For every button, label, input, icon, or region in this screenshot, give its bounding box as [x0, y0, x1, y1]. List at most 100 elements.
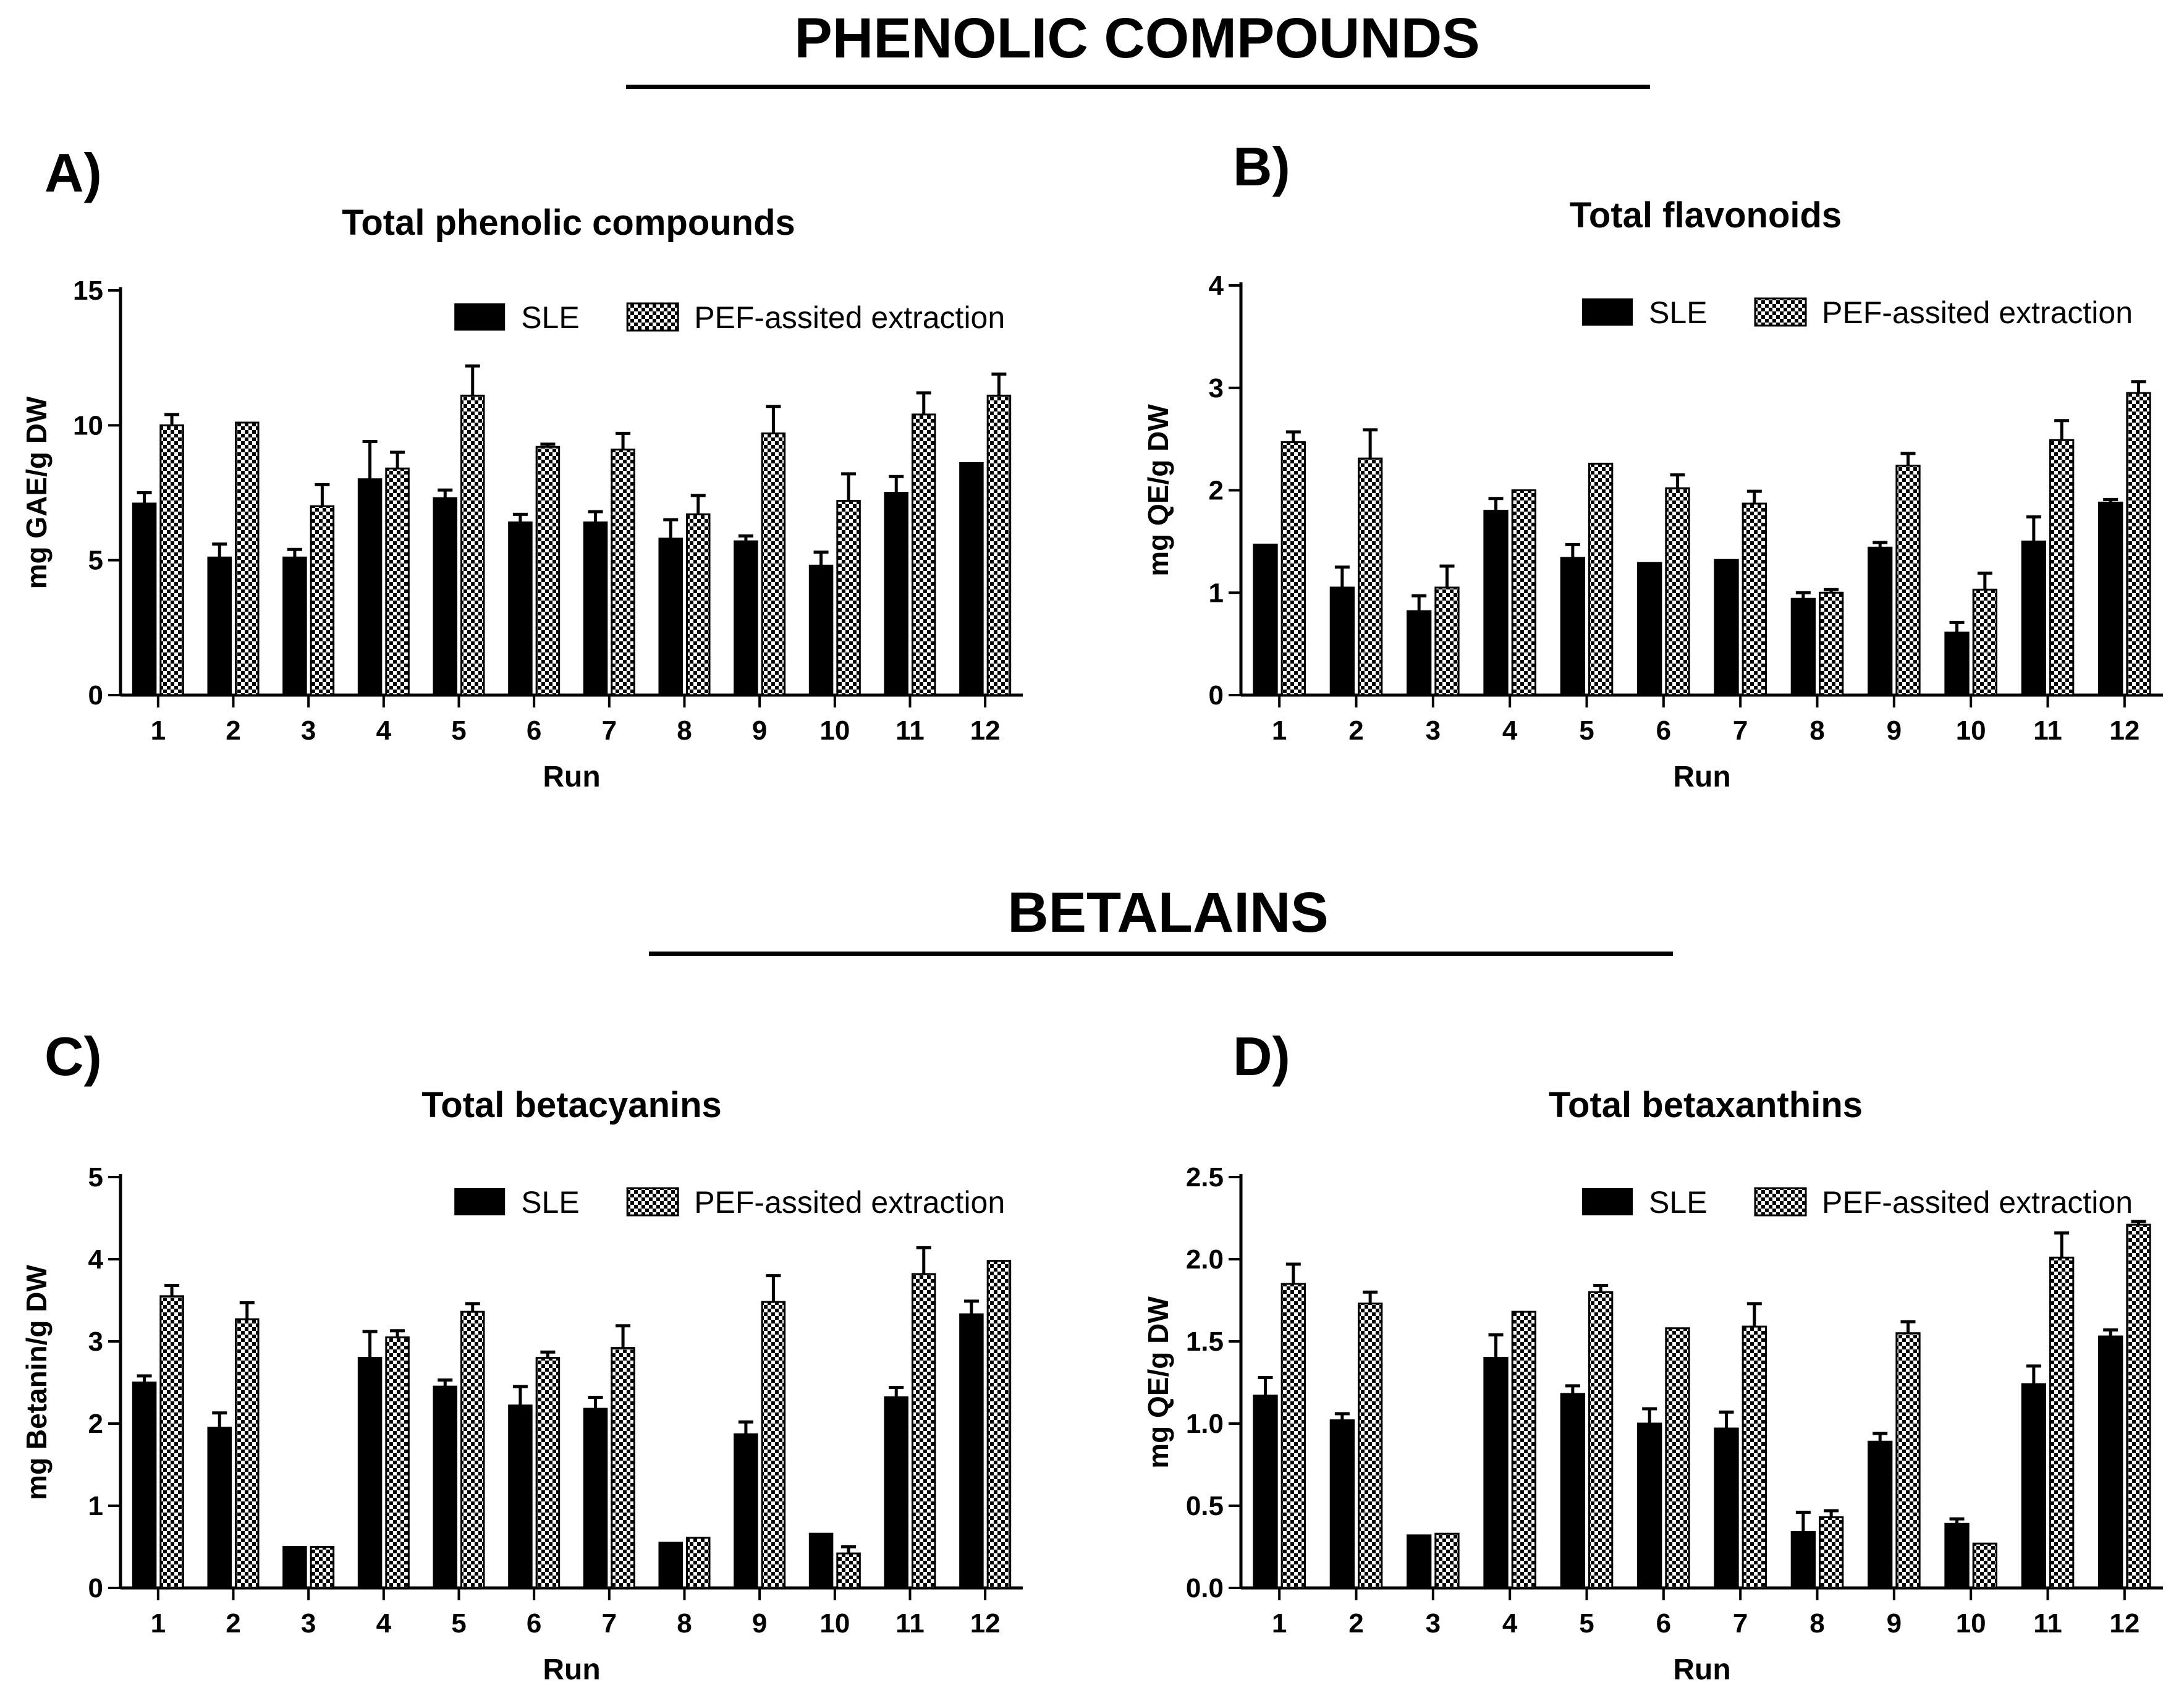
bar-pef [912, 413, 936, 696]
bar-pef [1434, 1532, 1460, 1589]
bar-sle [508, 1404, 533, 1589]
bar-pef [1588, 462, 1614, 696]
bar-sle [357, 1357, 383, 1589]
bar-sle [1407, 610, 1432, 696]
y-tick-label: 1 [1209, 578, 1224, 608]
bar-sle [433, 1385, 457, 1589]
x-axis-label: Run [1673, 761, 1730, 793]
x-tick-label: 12 [2109, 1608, 2140, 1639]
bar-sle [132, 502, 157, 696]
legend-label-pef: PEF-assited extraction [1822, 295, 2133, 330]
bar-sle [1560, 557, 1585, 696]
bar-sle [658, 538, 683, 696]
bar-pef [1280, 441, 1306, 696]
y-tick-label: 4 [1209, 271, 1224, 301]
bar-sle [1560, 1393, 1585, 1589]
x-tick-label: 7 [602, 1608, 617, 1639]
bar-pef [836, 1552, 861, 1589]
y-tick-label: 2 [1209, 476, 1224, 506]
bar-sle [658, 1542, 683, 1589]
legend-label-sle: SLE [1649, 1185, 1708, 1220]
x-axis-label: Run [543, 1653, 600, 1686]
bar-pef [686, 1537, 711, 1589]
bar-pef [1665, 1327, 1690, 1589]
bar-pef [159, 1295, 184, 1589]
x-tick-label: 11 [2033, 715, 2062, 746]
x-tick-label: 12 [970, 1608, 1001, 1639]
bar-sle [808, 1532, 834, 1589]
x-tick-label: 1 [1272, 1608, 1287, 1639]
x-tick-label: 8 [677, 715, 692, 746]
x-axis-label: Run [543, 761, 600, 793]
legend-label-sle: SLE [521, 1185, 580, 1220]
bar-sle [1483, 510, 1509, 696]
y-tick-label: 5 [88, 1162, 103, 1192]
x-tick-label: 2 [1348, 715, 1363, 746]
x-tick-label: 10 [1956, 1608, 1986, 1639]
section-title-phenolic: PHENOLIC COMPOUNDS [794, 7, 1480, 70]
bar-pef [986, 1260, 1012, 1589]
x-tick-label: 7 [602, 715, 617, 746]
bar-sle [1714, 559, 1739, 696]
x-tick-label: 5 [451, 1608, 466, 1639]
bar-pef [310, 1546, 335, 1589]
bar-pef [761, 1301, 786, 1589]
x-tick-label: 4 [376, 1608, 392, 1639]
bar-sle [583, 1408, 608, 1589]
bar-pef [686, 513, 711, 696]
bar-pef [1434, 586, 1460, 696]
y-tick-label: 2 [88, 1409, 103, 1439]
x-tick-label: 1 [1272, 715, 1287, 746]
bar-pef [460, 394, 485, 696]
x-tick-label: 2 [226, 715, 240, 746]
x-tick-label: 6 [1656, 1608, 1671, 1639]
section-rule-phenolic [626, 85, 1650, 89]
bar-sle [2098, 1335, 2123, 1589]
bar-sle [2021, 1383, 2046, 1589]
bar-sle [508, 521, 533, 696]
x-tick-label: 9 [1887, 715, 1902, 746]
bar-sle [1407, 1534, 1432, 1589]
bar-sle [1790, 597, 1816, 696]
x-tick-label: 9 [752, 1608, 767, 1639]
x-tick-label: 6 [527, 1608, 541, 1639]
x-tick-label: 2 [1348, 1608, 1363, 1639]
x-tick-label: 7 [1733, 1608, 1748, 1639]
section-title-betalains: BETALAINS [1007, 881, 1329, 944]
x-axis-label: Run [1673, 1653, 1730, 1686]
y-tick-label: 1 [88, 1491, 103, 1521]
chart-title: Total flavonoids [1570, 195, 1842, 235]
x-tick-label: 8 [1809, 1608, 1824, 1639]
bar-sle [433, 497, 457, 696]
bar-pef [385, 1336, 410, 1589]
x-tick-label: 3 [301, 715, 316, 746]
bar-pef [1511, 1311, 1536, 1589]
bar-pef [1742, 1325, 1767, 1589]
bar-pef [1665, 487, 1690, 696]
y-tick-label: 1.5 [1186, 1327, 1224, 1357]
bar-pef [535, 445, 561, 696]
bar-sle [1253, 543, 1278, 696]
x-tick-label: 4 [376, 715, 392, 746]
bar-sle [2021, 540, 2046, 696]
bar-sle [1253, 1395, 1278, 1589]
bar-sle [207, 556, 232, 696]
x-tick-label: 1 [151, 715, 166, 746]
chart-title: Total betaxanthins [1549, 1085, 1863, 1125]
section-rule-betalains [649, 952, 1673, 956]
bar-pef [235, 1318, 260, 1589]
bar-pef [1819, 1516, 1844, 1589]
bar-pef [1358, 1302, 1383, 1589]
bar-pef [1742, 502, 1767, 696]
bar-sle [808, 564, 834, 696]
y-tick-label: 10 [73, 410, 103, 441]
x-tick-label: 5 [451, 715, 466, 746]
x-tick-label: 3 [1426, 715, 1441, 746]
y-tick-label: 5 [88, 546, 103, 576]
bar-pef [1358, 457, 1383, 696]
chart-title: Total phenolic compounds [342, 203, 795, 243]
bar-sle [357, 478, 383, 696]
panel-label: B) [1233, 136, 1290, 197]
